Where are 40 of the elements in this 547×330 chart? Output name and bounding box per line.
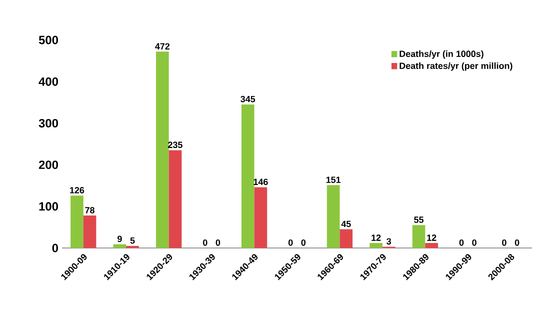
- data-label: 5: [130, 237, 135, 244]
- y-tick-label: 200: [38, 160, 58, 170]
- bar: [340, 229, 353, 248]
- bar: [370, 243, 382, 248]
- legend-label: Deaths/yr (in 1000s): [400, 50, 484, 59]
- data-label: 472: [155, 43, 170, 50]
- data-label: 12: [372, 234, 381, 241]
- y-tick-label: 500: [38, 36, 58, 44]
- data-label: 3: [386, 238, 392, 245]
- data-label: 45: [341, 220, 351, 228]
- data-label: 0: [502, 239, 506, 246]
- y-tick-label: 0: [52, 244, 58, 252]
- bar: [412, 225, 426, 248]
- bar: [156, 52, 169, 248]
- bar: [83, 216, 96, 248]
- data-label: 55: [414, 216, 424, 223]
- bar: [113, 244, 126, 248]
- bar: [241, 104, 254, 248]
- data-label: 12: [427, 234, 436, 241]
- bar: [254, 187, 268, 248]
- data-label: 78: [85, 207, 94, 214]
- data-label: 0: [216, 239, 220, 246]
- bar: [70, 196, 84, 248]
- y-tick-label: 400: [38, 77, 58, 86]
- bar: [168, 150, 182, 248]
- bar: [326, 185, 340, 248]
- legend-label: Death rates/yr (per million): [400, 62, 512, 71]
- y-tick-label: 300: [38, 118, 58, 128]
- data-label: 0: [301, 239, 306, 246]
- y-tick-label: 100: [39, 202, 58, 211]
- bar: [425, 243, 438, 248]
- data-label: 345: [240, 96, 256, 102]
- data-label: 0: [472, 239, 476, 246]
- data-label: 0: [459, 239, 464, 246]
- data-label: 9: [118, 236, 122, 242]
- data-label: 0: [203, 239, 208, 246]
- data-label: 151: [326, 176, 341, 183]
- data-label: 0: [514, 239, 520, 246]
- data-label: 0: [288, 239, 293, 246]
- data-label: 126: [70, 187, 84, 194]
